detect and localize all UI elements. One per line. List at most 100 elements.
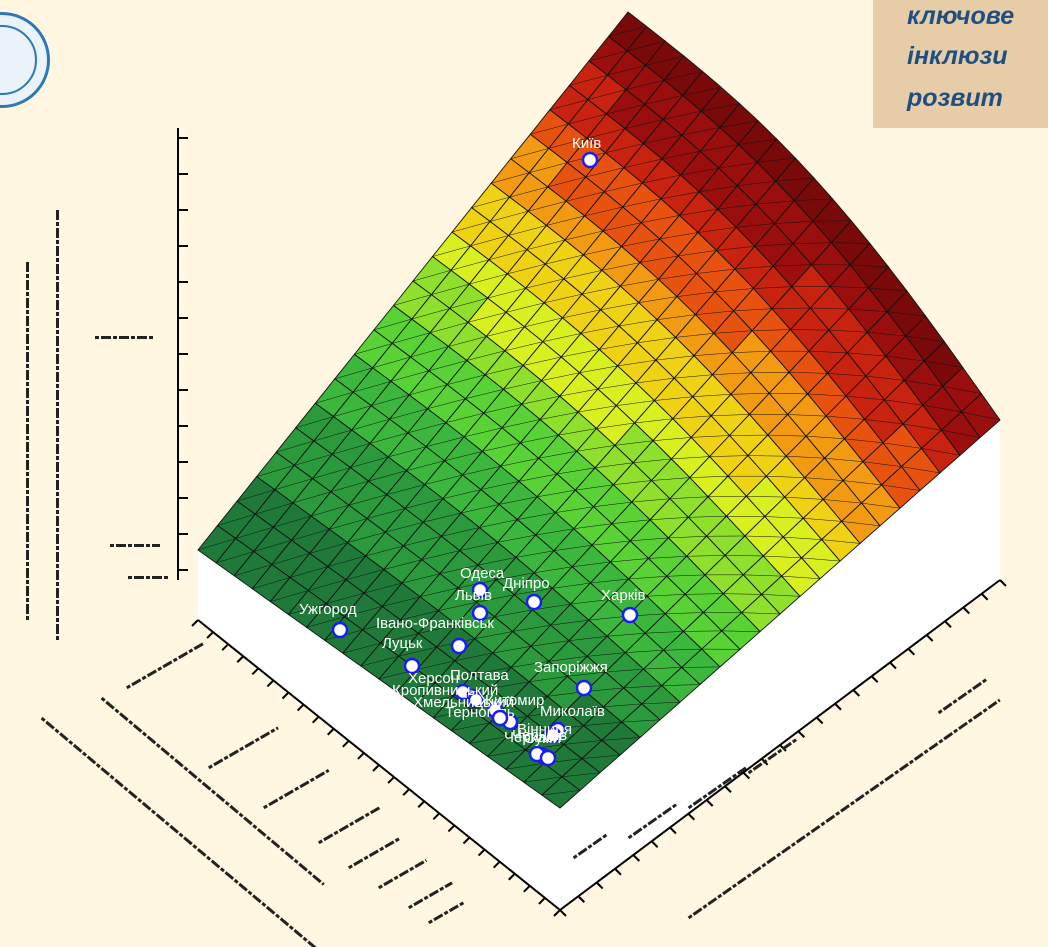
- surface-diagonal: [626, 40, 666, 52]
- surface-diagonal: [459, 542, 498, 551]
- illegible-glyph: [169, 824, 179, 834]
- surface-diagonal: [721, 630, 761, 632]
- surface-diagonal: [724, 555, 764, 557]
- illegible-glyph: [707, 897, 718, 906]
- illegible-glyph: [766, 855, 777, 865]
- surface-diagonal: [676, 291, 716, 297]
- surface-diagonal: [658, 273, 697, 280]
- surface-diagonal: [716, 246, 755, 251]
- surface-diagonal: [558, 428, 597, 436]
- illegible-glyph: [95, 763, 101, 769]
- surface-diagonal: [681, 127, 720, 136]
- illegible-glyph: [270, 728, 276, 734]
- surface-diagonal: [591, 540, 631, 546]
- surface-diagonal: [503, 380, 542, 390]
- illegible-glyph: [958, 721, 968, 730]
- surface-diagonal: [499, 496, 538, 505]
- surface-diagonal: [719, 120, 759, 128]
- illegible-glyph: [722, 886, 733, 896]
- surface-diagonal: [237, 489, 275, 502]
- surface-diagonal: [535, 528, 574, 536]
- surface-diagonal: [400, 610, 439, 621]
- surface-diagonal: [549, 656, 588, 662]
- illegible-glyph: [952, 699, 958, 704]
- illegible-glyph: [208, 764, 213, 770]
- surface-diagonal: [637, 337, 676, 344]
- x-axis-tick: [462, 836, 471, 845]
- illegible-glyph: [26, 490, 29, 494]
- surface-diagonal: [942, 386, 982, 394]
- illegible-glyph: [26, 388, 29, 398]
- illegible-glyph: [854, 793, 865, 803]
- surface-diagonal: [529, 162, 568, 174]
- axis-labels-illegible: [26, 210, 1001, 947]
- surface-diagonal: [692, 394, 731, 397]
- surface-diagonal: [508, 225, 547, 236]
- y-axis-tick: [944, 620, 952, 628]
- illegible-glyph: [869, 783, 880, 792]
- surface-diagonal: [567, 671, 606, 677]
- illegible-glyph: [459, 901, 465, 907]
- y-axis-tick: [999, 579, 1007, 587]
- city-point-marker: [525, 593, 543, 611]
- illegible-glyph: [213, 758, 224, 767]
- surface-diagonal: [844, 438, 884, 444]
- surface-diagonal: [625, 649, 664, 653]
- x-axis-tick: [432, 812, 441, 821]
- surface-diagonal: [766, 475, 805, 478]
- surface-diagonal: [736, 223, 775, 228]
- city-point-label: Кропивницький: [392, 682, 498, 699]
- y-axis-tick: [815, 716, 824, 725]
- illegible-glyph: [219, 867, 225, 873]
- illegible-glyph: [981, 678, 987, 684]
- illegible-glyph: [26, 496, 29, 506]
- surface-diagonal: [488, 249, 527, 261]
- surface-diagonal: [401, 573, 440, 584]
- surface-diagonal: [368, 470, 407, 482]
- illegible-glyph: [56, 312, 59, 316]
- surface-diagonal: [568, 636, 608, 641]
- surface-diagonal: [540, 411, 579, 420]
- surface-diagonal: [274, 478, 313, 490]
- surface-diagonal: [329, 518, 368, 530]
- z-axis-title-line-2: [56, 210, 59, 640]
- surface-diagonal: [606, 104, 645, 115]
- surface-diagonal: [663, 648, 702, 651]
- illegible-glyph: [26, 514, 29, 524]
- surface-diagonal: [397, 682, 436, 693]
- surface-diagonal: [605, 668, 644, 673]
- surface-diagonal: [732, 350, 771, 353]
- surface-diagonal: [518, 473, 558, 482]
- x-axis-tick: [553, 909, 561, 917]
- illegible-glyph: [150, 809, 156, 815]
- surface-diagonal: [645, 55, 684, 66]
- surface-diagonal: [614, 440, 654, 446]
- surface-diagonal: [578, 405, 617, 413]
- illegible-glyph: [879, 780, 885, 785]
- illegible-glyph: [26, 352, 29, 362]
- illegible-glyph: [40, 716, 46, 722]
- illegible-glyph: [632, 827, 643, 836]
- surface-diagonal: [685, 593, 724, 595]
- illegible-glyph: [572, 854, 578, 860]
- y-axis-tick: [595, 881, 604, 890]
- illegible-glyph: [132, 723, 143, 733]
- surface-diagonal: [783, 536, 822, 540]
- illegible-glyph: [239, 746, 245, 752]
- illegible-glyph: [45, 720, 55, 730]
- surface-diagonal: [491, 681, 530, 689]
- surface-diagonal: [775, 177, 815, 182]
- illegible-glyph: [275, 726, 279, 731]
- illegible-glyph: [899, 763, 909, 772]
- illegible-glyph: [157, 666, 163, 672]
- illegible-glyph: [321, 882, 325, 886]
- surface-diagonal: [618, 319, 658, 327]
- illegible-glyph: [100, 696, 106, 702]
- y-axis-tick: [687, 813, 696, 821]
- y-tick-label: [572, 833, 608, 860]
- surface-diagonal: [525, 278, 564, 289]
- surface-diagonal: [689, 475, 729, 478]
- illegible-glyph: [238, 882, 248, 892]
- illegible-glyph: [423, 895, 429, 901]
